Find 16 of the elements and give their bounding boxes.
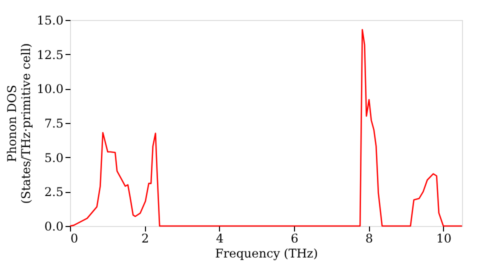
x-tick-label: 2	[141, 232, 149, 246]
y-tick-label: 7.5	[44, 116, 64, 130]
x-tick-label: 0	[70, 232, 78, 246]
x-tick-label: 8	[365, 232, 373, 246]
y-axis-title: Phonon DOS (States/THz·primitive cell)	[4, 43, 33, 204]
y-tick-label: 5.0	[44, 150, 64, 165]
x-tick-label: 6	[290, 232, 298, 246]
x-tick-label: 4	[216, 232, 224, 246]
y-tick-label: 15.0	[36, 14, 64, 28]
x-tick-label: 10	[436, 232, 452, 246]
line-series	[69, 28, 463, 227]
y-tick-label: 10.0	[36, 82, 64, 96]
y-tick-label: 0.0	[44, 220, 64, 234]
y-tick-label: 12.5	[36, 48, 64, 62]
x-axis-title: Frequency (THz)	[215, 246, 318, 260]
y-tick-label: 2.5	[44, 185, 64, 200]
